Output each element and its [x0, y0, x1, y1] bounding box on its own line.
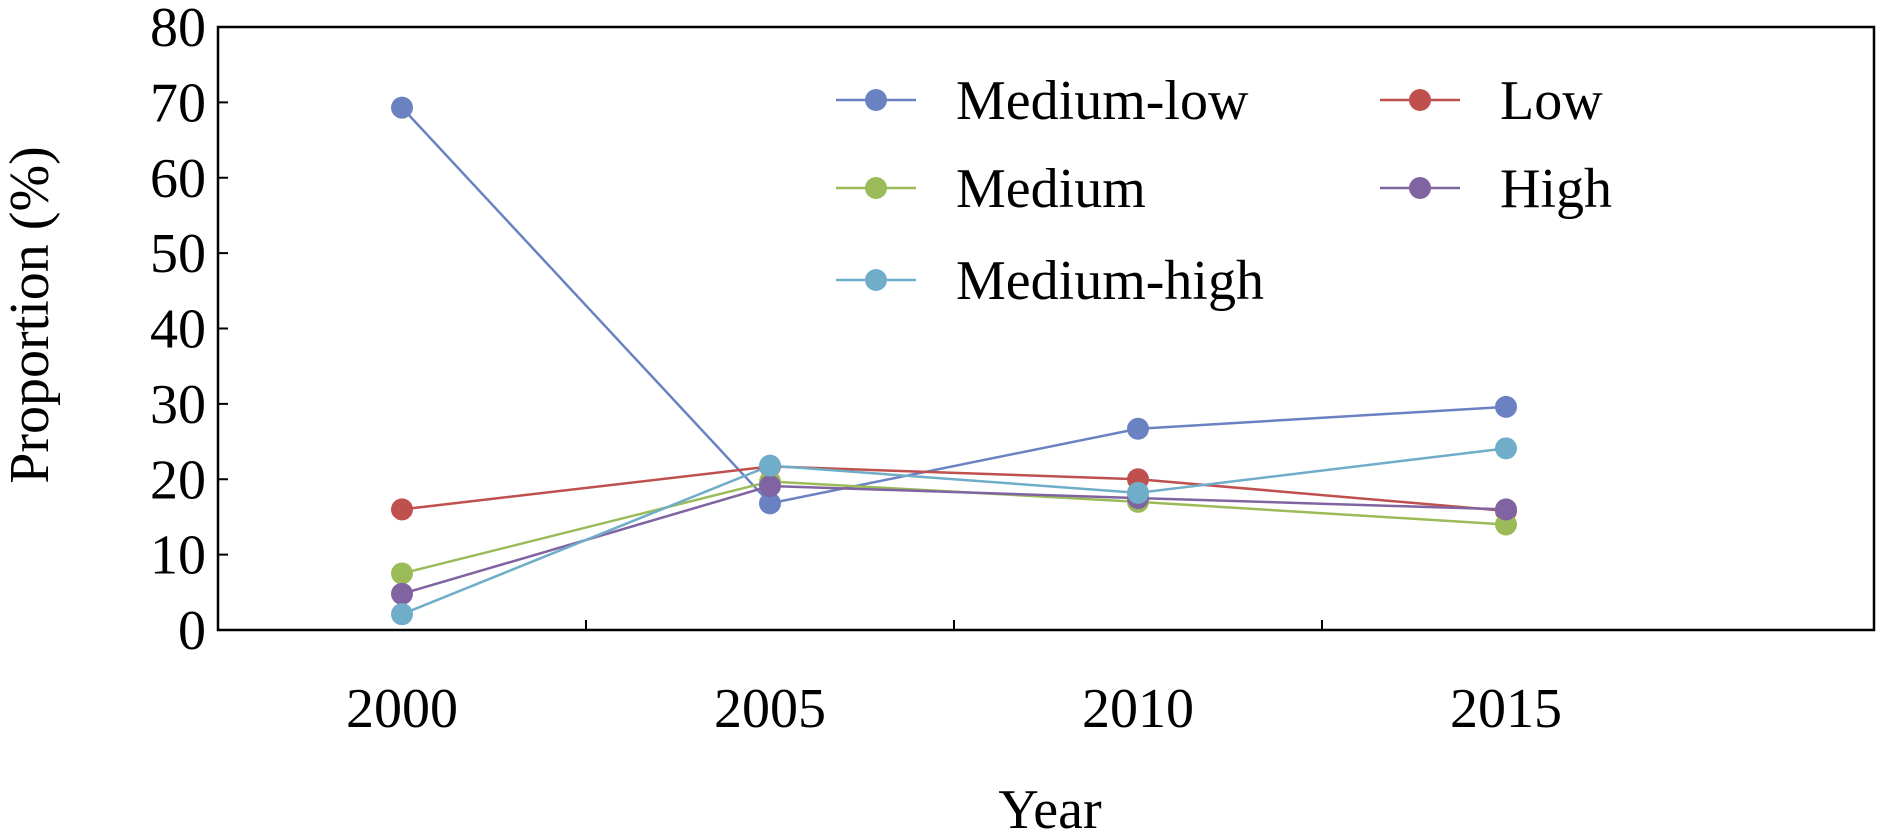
data-point-high: [759, 475, 781, 498]
data-point-high: [391, 582, 413, 605]
y-axis-title: Proportion (%): [0, 146, 61, 484]
legend-label: Low: [1500, 70, 1603, 132]
y-tick-label: 30: [150, 374, 206, 436]
y-tick-label: 40: [150, 299, 206, 361]
legend-label: High: [1500, 158, 1612, 220]
y-tick-label: 80: [150, 0, 206, 59]
data-point-medium-low: [1127, 417, 1149, 440]
legend-label: Medium-high: [956, 250, 1264, 312]
x-axis-ticks: 2000 2005 2010 2015: [346, 620, 1562, 740]
series-line-medium-low: [401, 106, 1507, 505]
series-line-high: [401, 484, 1507, 596]
legend-marker: [865, 177, 887, 199]
data-point-medium-high: [759, 454, 781, 477]
series-points: [391, 96, 1517, 626]
data-point-medium: [1495, 513, 1517, 536]
legend-item: Medium-high: [836, 250, 1264, 312]
y-tick-label: 50: [150, 223, 206, 285]
y-axis-ticks: 0 10 20 30 40 50 60 70 80: [150, 0, 228, 662]
series-line-medium: [401, 480, 1507, 575]
series-line-medium-high: [401, 447, 1507, 616]
data-point-medium-low: [1495, 395, 1517, 418]
legend-marker: [865, 269, 887, 291]
y-tick-label: 10: [150, 525, 206, 587]
legend-item: Medium: [836, 158, 1146, 220]
series-lines: [401, 106, 1507, 616]
y-tick-label: 60: [150, 148, 206, 210]
data-point-medium: [391, 562, 413, 585]
data-point-medium-high: [391, 603, 413, 626]
x-axis-title: Year: [998, 779, 1102, 839]
x-tick-label: 2005: [714, 678, 826, 740]
legend-label: Medium: [956, 158, 1146, 220]
series-line-low: [401, 465, 1507, 513]
data-point-low: [391, 498, 413, 521]
legend-marker: [865, 89, 887, 111]
legend: Medium-low Low Medium High Medium-high: [836, 70, 1612, 312]
legend-item: High: [1380, 158, 1612, 220]
data-point-medium-high: [1127, 481, 1149, 504]
legend-label: Medium-low: [956, 70, 1249, 132]
legend-marker: [1409, 89, 1431, 111]
x-tick-label: 2010: [1082, 678, 1194, 740]
x-tick-label: 2000: [346, 678, 458, 740]
y-tick-label: 20: [150, 449, 206, 511]
data-point-medium-low: [391, 96, 413, 119]
x-tick-label: 2015: [1450, 678, 1562, 740]
legend-marker: [1409, 177, 1431, 199]
data-point-medium-low: [759, 492, 781, 515]
legend-item: Low: [1380, 70, 1603, 132]
y-tick-label: 0: [178, 600, 206, 662]
data-point-high: [1495, 498, 1517, 521]
y-tick-label: 70: [150, 72, 206, 134]
legend-item: Medium-low: [836, 70, 1249, 132]
data-point-medium-high: [1495, 437, 1517, 460]
